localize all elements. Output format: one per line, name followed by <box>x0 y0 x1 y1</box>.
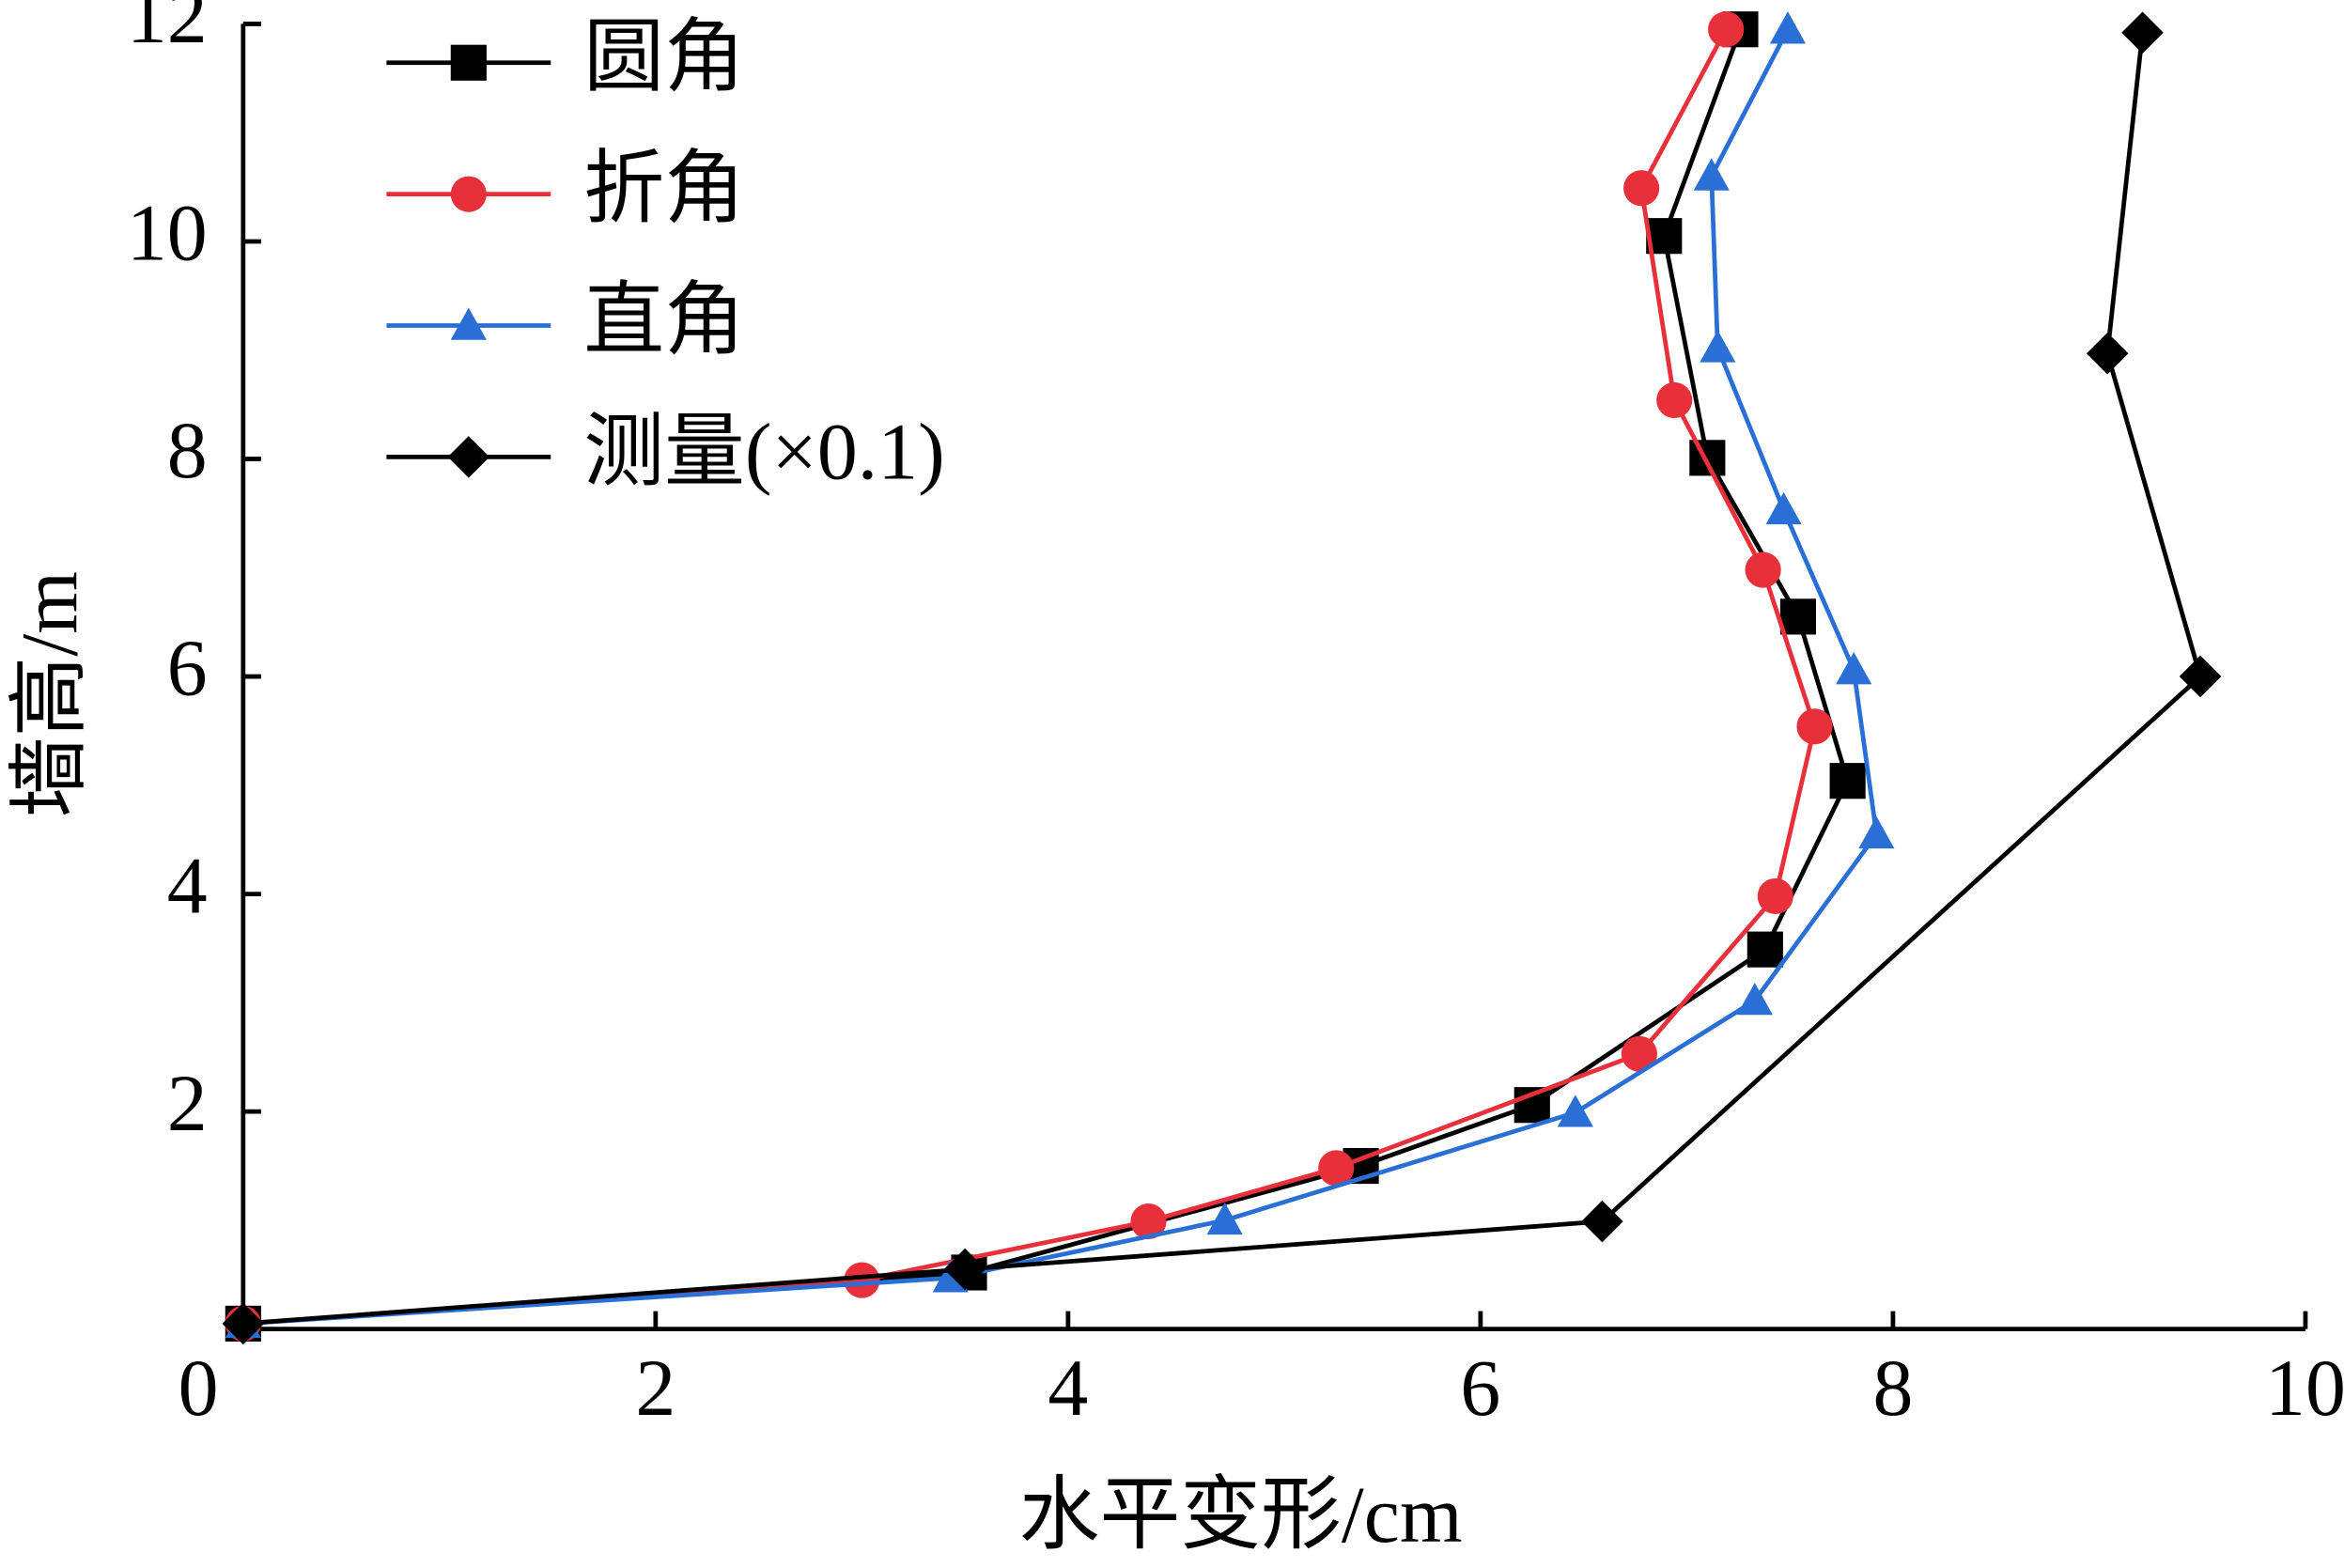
y-axis-label: 墙高/m <box>5 571 94 817</box>
marker <box>1769 11 1807 44</box>
marker <box>1829 763 1866 800</box>
marker <box>1557 1094 1593 1127</box>
marker <box>1736 982 1773 1016</box>
marker <box>1206 1202 1243 1235</box>
series-line <box>242 32 2203 1327</box>
x-tick-label: 2 <box>635 1343 675 1433</box>
series-line <box>242 28 1851 1327</box>
marker <box>1779 598 1817 635</box>
y-tick-label: 2 <box>167 1059 208 1148</box>
marker <box>1130 1203 1167 1240</box>
marker <box>1757 877 1793 914</box>
marker <box>1693 158 1730 191</box>
marker <box>1796 708 1833 745</box>
x-tick-label: 10 <box>2265 1343 2344 1433</box>
marker <box>1836 652 1872 685</box>
x-tick-label: 0 <box>179 1343 219 1433</box>
y-tick-label: 6 <box>167 624 208 713</box>
marker <box>2086 332 2129 375</box>
series-line <box>242 28 1879 1327</box>
legend-marker <box>450 307 487 340</box>
marker <box>943 1248 986 1291</box>
marker <box>844 1262 880 1298</box>
legend-label: 折角 <box>583 145 745 234</box>
marker <box>1623 170 1660 207</box>
legend-label: 测量(×0.1) <box>583 407 945 496</box>
x-axis-label: 水平变形/cm <box>1019 1470 1463 1560</box>
legend-label: 直角 <box>583 275 745 365</box>
x-tick-label: 6 <box>1460 1343 1500 1433</box>
marker <box>1689 440 1726 476</box>
legend-marker <box>447 436 490 478</box>
y-tick-label: 10 <box>127 189 208 278</box>
marker <box>2121 11 2164 54</box>
x-tick-label: 4 <box>1048 1343 1088 1433</box>
y-tick-label: 4 <box>167 841 208 930</box>
legend-marker <box>450 44 487 81</box>
series-line <box>242 28 1817 1327</box>
marker <box>1700 330 1736 363</box>
marker <box>1621 1035 1657 1072</box>
x-tick-label: 8 <box>1872 1343 1913 1433</box>
legend-label: 圆角 <box>583 13 745 102</box>
marker <box>1765 491 1802 525</box>
marker <box>1745 551 1781 588</box>
marker <box>1581 1200 1623 1243</box>
marker <box>1318 1150 1355 1187</box>
marker <box>2179 655 2222 698</box>
marker <box>1858 815 1895 849</box>
y-tick-label: 8 <box>167 406 208 495</box>
legend-marker <box>450 176 487 212</box>
marker <box>1746 931 1783 968</box>
y-tick-label: 12 <box>127 0 208 60</box>
marker <box>1656 381 1693 419</box>
marker <box>1708 11 1745 48</box>
